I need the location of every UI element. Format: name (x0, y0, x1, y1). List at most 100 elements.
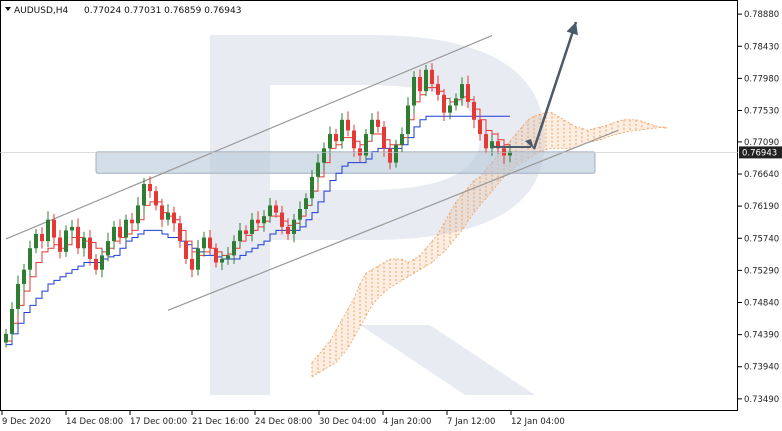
price-axis: 0.78880 0.78430 0.77980 0.77530 0.77090 0.766… (738, 10, 779, 405)
price-axis-area (738, 0, 782, 411)
candle (4, 328, 8, 348)
candle-body (64, 230, 68, 252)
y-tick-label: 0.78880 (744, 10, 779, 20)
candle-body (202, 237, 206, 249)
dropdown-triangle-icon[interactable] (5, 7, 11, 11)
x-tick-label: 14 Dec 08:00 (66, 417, 123, 427)
channel-upper-line (5, 34, 493, 240)
chart-header: AUDUSD,H4 0.77024 0.77031 0.76859 0.7694… (5, 6, 241, 16)
candle-body (10, 308, 14, 334)
candle-body (118, 226, 122, 238)
candle (46, 211, 50, 247)
time-axis-area (0, 411, 782, 431)
candle-body (52, 219, 56, 238)
candle (460, 77, 464, 106)
candle (118, 219, 122, 245)
candle (40, 227, 44, 249)
candle-body (256, 219, 260, 224)
candle-body (322, 148, 326, 163)
candle (214, 243, 218, 268)
candle (238, 222, 242, 248)
candle (130, 212, 134, 231)
symbol-label: AUDUSD,H4 (14, 6, 69, 16)
candle-body (364, 134, 368, 156)
candle (172, 206, 176, 232)
candle-body (424, 69, 428, 92)
candle-body (196, 248, 200, 270)
candle-body (328, 134, 332, 149)
candle (394, 139, 398, 168)
candle (202, 231, 206, 257)
candle (448, 97, 452, 120)
candle-body (142, 184, 146, 206)
candle-body (166, 212, 170, 220)
candle-body (250, 219, 254, 234)
candlestick-series (4, 63, 512, 348)
x-tick-label: 9 Dec 2020 (2, 417, 51, 427)
forecast-arrow (491, 21, 578, 150)
senkou-span-a (311, 112, 667, 363)
candle (382, 121, 386, 157)
candle-body (412, 76, 416, 106)
candle-body (220, 258, 224, 263)
candle-body (88, 237, 92, 259)
candle (358, 140, 362, 163)
candle (388, 140, 392, 170)
candle (100, 248, 104, 278)
candle-body (172, 212, 176, 224)
candle-body (208, 237, 212, 249)
candle-body (310, 176, 314, 199)
candle-body (76, 226, 80, 249)
candle-body (94, 258, 98, 270)
candle-body (436, 84, 440, 95)
candle-body (4, 333, 8, 343)
candle (58, 229, 62, 259)
watermark-letter-leg (360, 325, 535, 395)
candle (328, 126, 332, 156)
candle (400, 127, 404, 153)
y-tick-label: 0.76640 (744, 170, 779, 180)
candle (364, 129, 368, 161)
candle (472, 96, 476, 129)
channel-lower-line (167, 129, 619, 311)
y-tick-label: 0.78430 (744, 42, 779, 52)
candle (304, 193, 308, 214)
x-tick-label: 4 Jan 20:00 (383, 417, 431, 427)
candle-body (136, 205, 140, 224)
candle-body (58, 237, 62, 252)
candle-body (400, 134, 404, 145)
candle (106, 232, 110, 262)
candle (136, 197, 140, 230)
candle (64, 225, 68, 257)
candle-body (352, 130, 356, 149)
candle (220, 252, 224, 271)
candle (298, 201, 302, 227)
candle-body (466, 84, 470, 102)
candle (94, 253, 98, 275)
candle-body (28, 248, 32, 270)
candle-body (388, 148, 392, 163)
candle (322, 142, 326, 172)
forecast-arrow-head (566, 21, 578, 36)
candle (496, 132, 500, 155)
candle-body (304, 198, 308, 209)
candle-body (460, 84, 464, 99)
x-tick-label: 21 Dec 16:00 (192, 417, 249, 427)
x-tick-label: 24 Dec 08:00 (255, 417, 312, 427)
candle (208, 229, 212, 255)
y-tick-label: 0.74840 (744, 299, 779, 309)
candle (478, 112, 482, 141)
candle (166, 204, 170, 226)
y-tick-label: 0.75290 (744, 266, 779, 276)
time-axis: 9 Dec 2020 14 Dec 08:00 17 Dec 00:00 21 Dec… (1, 411, 565, 427)
support-zone-rectangle (95, 151, 596, 174)
candle-body (502, 148, 506, 156)
candle (292, 213, 296, 243)
candle (352, 124, 356, 157)
candle (256, 211, 260, 230)
candle (244, 225, 248, 239)
candle-body (382, 126, 386, 149)
candle-body (280, 212, 284, 227)
y-tick-label: 0.74390 (744, 331, 779, 341)
